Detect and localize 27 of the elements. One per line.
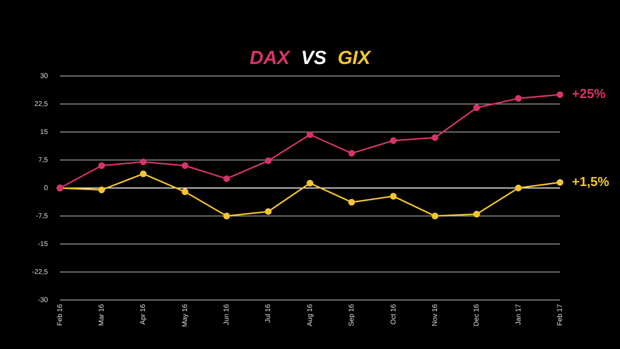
annotation: +1,5% xyxy=(572,174,610,189)
point xyxy=(390,137,397,144)
point xyxy=(140,158,147,166)
point xyxy=(556,179,564,186)
point xyxy=(390,192,397,200)
point xyxy=(264,208,272,215)
point xyxy=(98,162,105,169)
point xyxy=(348,150,355,157)
point xyxy=(514,95,522,102)
point xyxy=(182,162,188,169)
point xyxy=(514,184,522,192)
point xyxy=(473,104,480,112)
point xyxy=(264,157,272,164)
chart-title: DAX VS GIX xyxy=(250,48,370,69)
annotation: +25% xyxy=(572,86,606,102)
point xyxy=(556,91,564,98)
point xyxy=(140,170,147,178)
point xyxy=(306,131,314,138)
point xyxy=(223,212,230,220)
point xyxy=(223,175,230,182)
point xyxy=(432,212,438,220)
point xyxy=(306,180,314,187)
point xyxy=(473,210,480,218)
point xyxy=(98,186,105,194)
point xyxy=(348,198,355,206)
point xyxy=(182,188,188,196)
point xyxy=(432,134,438,141)
